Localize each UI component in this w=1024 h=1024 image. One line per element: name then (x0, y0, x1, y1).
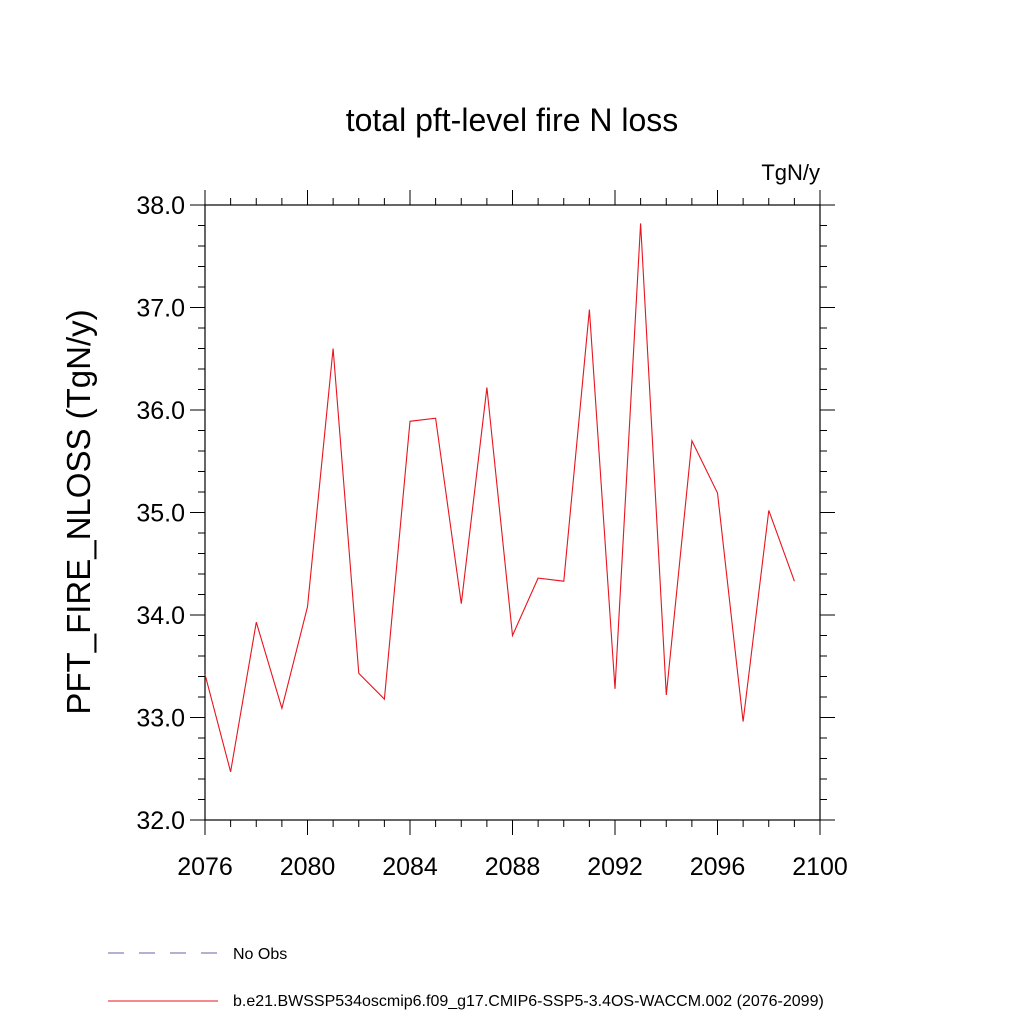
y-tick-label: 32.0 (136, 807, 185, 835)
series-group (204, 223, 795, 772)
y-tick-label: 33.0 (136, 705, 185, 733)
y-tick-label: 37.0 (136, 295, 185, 323)
series-line (204, 223, 795, 772)
chart-title: total pft-level fire N loss (346, 102, 679, 138)
units-label: TgN/y (761, 160, 820, 185)
x-tick-labels: 2076 2080 2084 2088 2092 2096 2100 (177, 853, 848, 881)
x-tick-label: 2080 (280, 853, 336, 881)
legend-label-no-obs: No Obs (233, 946, 287, 963)
plot-frame (204, 204, 821, 821)
y-tick-label: 35.0 (136, 500, 185, 528)
x-tick-label: 2076 (177, 853, 233, 881)
axis-ticks (190, 190, 835, 835)
x-tick-label: 2088 (485, 853, 541, 881)
y-axis-label: PFT_FIRE_NLOSS (TgN/y) (60, 309, 97, 714)
y-tick-label: 38.0 (136, 192, 185, 220)
legend-label-model-run: b.e21.BWSSP534oscmip6.f09_g17.CMIP6-SSP5… (233, 993, 824, 1010)
x-tick-label: 2084 (382, 853, 438, 881)
x-tick-label: 2092 (587, 853, 643, 881)
x-tick-label: 2096 (690, 853, 746, 881)
y-tick-labels: 32.0 33.0 34.0 35.0 36.0 37.0 38.0 (136, 192, 185, 835)
y-tick-label: 34.0 (136, 602, 185, 630)
x-tick-label: 2100 (792, 853, 848, 881)
y-tick-label: 36.0 (136, 397, 185, 425)
legend: No Obs b.e21.BWSSP534oscmip6.f09_g17.CMI… (108, 946, 824, 1010)
